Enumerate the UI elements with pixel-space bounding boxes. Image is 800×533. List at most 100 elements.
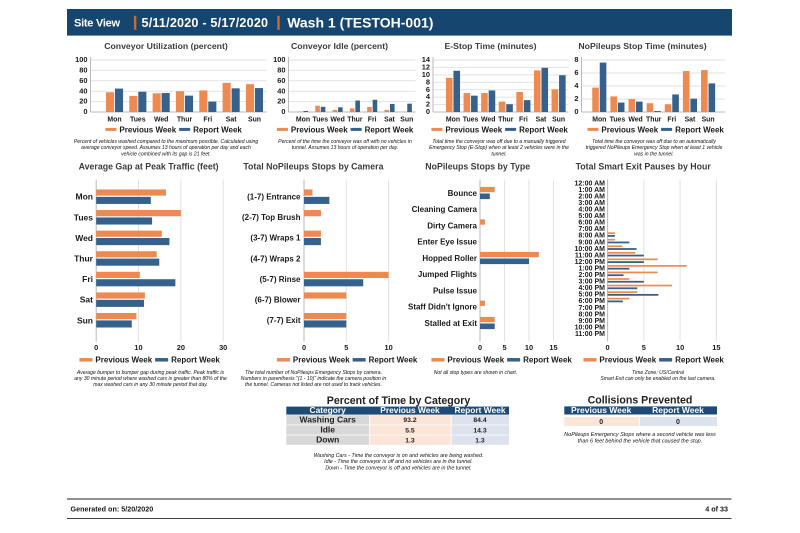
svg-text:60: 60 <box>277 76 285 85</box>
svg-text:12:00 PM: 12:00 PM <box>575 259 606 266</box>
svg-text:15: 15 <box>712 343 720 352</box>
svg-text:Idle: Idle <box>320 425 335 435</box>
svg-text:20: 20 <box>79 97 87 106</box>
svg-text:6: 6 <box>426 85 430 94</box>
svg-text:Total time the conveyor was of: Total time the conveyor was off due to a… <box>432 139 565 145</box>
svg-text:Category: Category <box>310 405 347 415</box>
svg-text:20: 20 <box>177 343 185 352</box>
svg-text:(7-7) Exit: (7-7) Exit <box>267 316 301 325</box>
svg-text:1.3: 1.3 <box>475 437 485 444</box>
svg-text:0: 0 <box>606 343 610 352</box>
svg-text:30: 30 <box>219 343 227 352</box>
svg-text:60: 60 <box>79 76 87 85</box>
svg-text:Report Week: Report Week <box>454 405 505 415</box>
svg-text:tunnel.: tunnel. <box>491 151 506 157</box>
svg-text:Tues: Tues <box>74 212 93 222</box>
svg-text:Sun: Sun <box>552 116 565 123</box>
svg-text:Mon: Mon <box>446 116 460 123</box>
svg-text:10: 10 <box>384 343 392 352</box>
svg-text:Smart Exit can only be enabled: Smart Exit can only be enabled on the la… <box>600 376 715 382</box>
svg-text:0: 0 <box>478 343 482 352</box>
svg-text:Numbers in parenthesis "(1 - 1: Numbers in parenthesis "(1 - 10)" indica… <box>241 376 387 382</box>
svg-text:Sun: Sun <box>248 116 261 123</box>
svg-text:Wash 1 (TESTOH-001): Wash 1 (TESTOH-001) <box>287 15 433 31</box>
svg-text:8: 8 <box>574 55 578 64</box>
svg-text:0: 0 <box>599 419 603 426</box>
svg-text:40: 40 <box>277 86 285 95</box>
svg-text:NoPileups Stops by Type: NoPileups Stops by Type <box>425 161 530 171</box>
svg-text:(2-7) Top Brush: (2-7) Top Brush <box>242 213 301 222</box>
svg-text:Pulse Issue: Pulse Issue <box>433 286 478 295</box>
svg-text:11:00 PM: 11:00 PM <box>575 331 605 338</box>
svg-text:Sat: Sat <box>226 116 237 123</box>
svg-text:E-Stop Time (minutes): E-Stop Time (minutes) <box>444 41 536 51</box>
svg-text:5: 5 <box>502 343 506 352</box>
svg-text:Previous Week: Previous Week <box>293 356 350 365</box>
svg-text:Mon: Mon <box>296 116 310 123</box>
svg-text:1.3: 1.3 <box>405 437 415 444</box>
svg-text:Collisions Prevented: Collisions Prevented <box>588 395 693 407</box>
svg-text:Site View: Site View <box>74 18 121 30</box>
svg-text:Previous Week: Previous Week <box>445 125 502 134</box>
svg-text:Bounce: Bounce <box>448 189 478 198</box>
svg-text:14: 14 <box>422 55 431 64</box>
svg-text:0: 0 <box>676 419 680 426</box>
svg-text:Sat: Sat <box>685 116 696 123</box>
svg-text:tunnel. Assumes 13 hours of op: tunnel. Assumes 13 hours of operation pe… <box>292 145 398 151</box>
svg-text:(5-7) Rinse: (5-7) Rinse <box>260 275 301 284</box>
svg-text:Report Week: Report Week <box>523 356 572 365</box>
svg-text:80: 80 <box>277 66 285 75</box>
svg-text:Fri: Fri <box>667 116 676 123</box>
svg-text:The total number of NoPileups: The total number of NoPileups Emergency … <box>245 370 382 376</box>
svg-text:12:00 AM: 12:00 AM <box>575 180 606 187</box>
svg-text:Emergency Stop (E-Stop) when a: Emergency Stop (E-Stop) when at least 2 … <box>429 145 569 151</box>
svg-text:Fri: Fri <box>519 116 528 123</box>
svg-text:(4-7) Wraps 2: (4-7) Wraps 2 <box>250 254 301 263</box>
svg-text:Jumped Flights: Jumped Flights <box>418 270 478 279</box>
svg-text:0: 0 <box>426 107 430 116</box>
svg-text:Average bumper to bumper gap d: Average bumper to bumper gap during peak… <box>76 370 225 376</box>
svg-text:100: 100 <box>273 55 285 64</box>
svg-text:(1-7) Entrance: (1-7) Entrance <box>247 193 301 202</box>
svg-text:10:00 AM: 10:00 AM <box>575 246 606 253</box>
svg-text:Washing Cars: Washing Cars <box>300 415 357 425</box>
svg-text:2:00 AM: 2:00 AM <box>578 193 605 200</box>
svg-text:Sun: Sun <box>77 315 93 325</box>
svg-text:was in the tunnel.: was in the tunnel. <box>634 151 674 157</box>
svg-text:Sun: Sun <box>400 116 413 123</box>
svg-text:than 6 feet behind the vehicle: than 6 feet behind the vehicle that caus… <box>578 438 702 444</box>
svg-text:7:00 PM: 7:00 PM <box>579 305 606 312</box>
svg-text:5: 5 <box>344 343 348 352</box>
svg-text:Total Smart Exit Pauses by Hou: Total Smart Exit Pauses by Hour <box>576 161 712 171</box>
svg-text:Previous Week: Previous Week <box>95 356 152 365</box>
svg-text:Down: Down <box>316 435 339 445</box>
svg-text:vehicle combined with its gap: vehicle combined with its gap is 21 feet… <box>121 151 211 157</box>
svg-text:4:00 AM: 4:00 AM <box>578 207 605 214</box>
svg-text:Sat: Sat <box>536 116 547 123</box>
svg-text:15: 15 <box>549 343 557 352</box>
svg-text:3:00 AM: 3:00 AM <box>578 200 605 207</box>
svg-text:Down - Time the conveyor is of: Down - Time the conveyor is off and vehi… <box>325 465 471 471</box>
svg-text:Total time the conveyor was of: Total time the conveyor was off due to a… <box>592 139 716 145</box>
svg-text:Hopped Roller: Hopped Roller <box>422 254 477 263</box>
svg-text:Thur: Thur <box>498 116 514 123</box>
svg-text:12: 12 <box>422 63 430 72</box>
svg-text:Report Week: Report Week <box>652 405 704 415</box>
svg-text:0: 0 <box>574 107 578 116</box>
svg-text:10: 10 <box>134 343 142 352</box>
svg-text:0: 0 <box>281 107 285 116</box>
svg-text:Time Zone: US/Central: Time Zone: US/Central <box>632 370 685 376</box>
svg-text:Report Week: Report Week <box>675 125 724 134</box>
svg-text:6: 6 <box>574 68 578 77</box>
svg-text:Thur: Thur <box>177 116 193 123</box>
svg-text:0: 0 <box>302 343 306 352</box>
svg-text:(3-7) Wraps 1: (3-7) Wraps 1 <box>250 234 301 243</box>
svg-text:Sat: Sat <box>384 116 395 123</box>
svg-text:max washed cars in any 30 minu: max washed cars in any 30 minute period … <box>93 382 208 388</box>
svg-text:8:00 PM: 8:00 PM <box>579 311 606 318</box>
svg-text:Wed: Wed <box>330 116 344 123</box>
svg-text:average conveyor speed. Assume: average conveyor speed. Assumes 13 hours… <box>81 145 251 151</box>
svg-text:Previous Week: Previous Week <box>291 125 348 134</box>
svg-text:7:00 AM: 7:00 AM <box>578 226 605 233</box>
svg-text:Dirty Camera: Dirty Camera <box>427 221 477 230</box>
